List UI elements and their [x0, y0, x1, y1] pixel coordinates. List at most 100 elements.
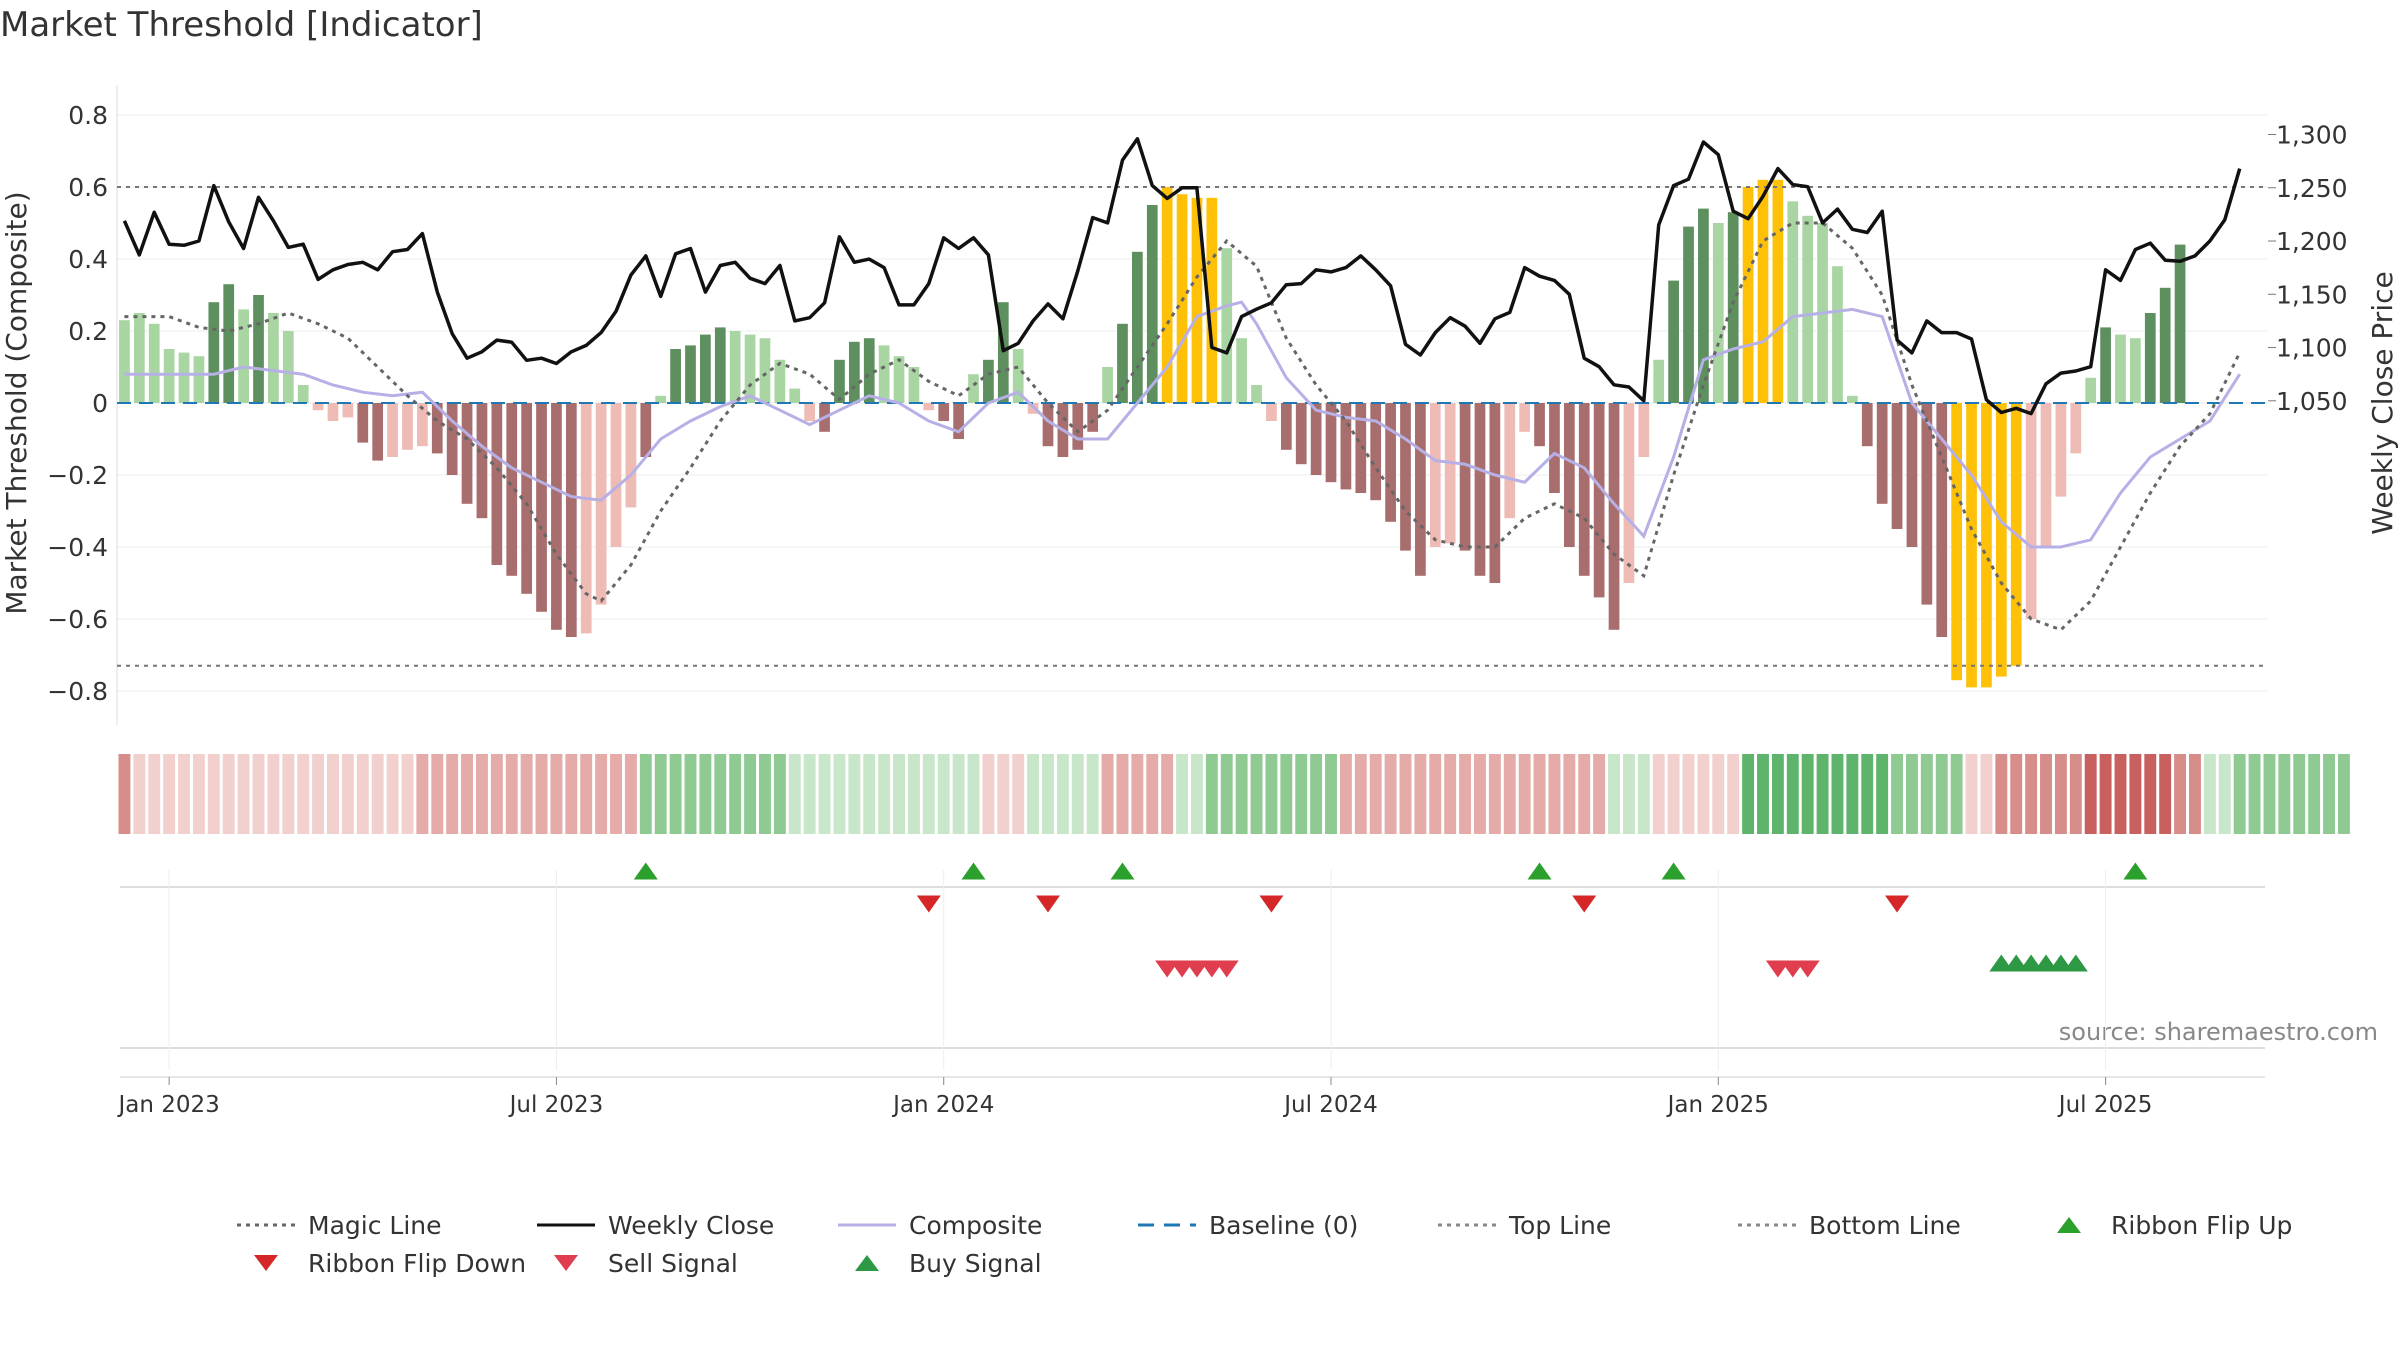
- legend-label: Magic Line: [308, 1211, 442, 1240]
- ribbon-cell: [654, 754, 667, 834]
- composite-bar: [238, 309, 249, 403]
- composite-bar: [1251, 385, 1262, 403]
- composite-bar: [1474, 403, 1486, 576]
- ribbon-cell: [848, 754, 861, 834]
- ribbon-cell: [431, 754, 444, 834]
- composite-bar: [119, 320, 130, 403]
- x-tick-label: Jul 2025: [2057, 1092, 2153, 1118]
- composite-bar: [1698, 208, 1709, 403]
- ribbon-cell: [878, 754, 891, 834]
- ribbon-cell: [788, 754, 801, 834]
- ribbon-cell: [1012, 754, 1025, 834]
- composite-bar: [953, 403, 964, 439]
- ribbon-cell: [1444, 754, 1457, 834]
- ribbon-flip-up-marker: [1661, 862, 1686, 880]
- ribbon-cell: [1459, 754, 1472, 834]
- composite-bar: [2055, 403, 2067, 497]
- ribbon-cell: [1354, 754, 1367, 834]
- ribbon-cell: [1250, 754, 1263, 834]
- ribbon-cell: [729, 754, 742, 834]
- ribbon-cell: [1205, 754, 1218, 834]
- composite-bar: [1206, 197, 1218, 403]
- ribbon-cell: [1757, 754, 1769, 834]
- composite-bar: [1355, 403, 1367, 493]
- composite-bar: [1400, 403, 1411, 551]
- ribbon-cell: [1116, 754, 1129, 834]
- composite-bar: [1683, 226, 1694, 403]
- ribbon-cell: [1325, 754, 1337, 834]
- composite-bar: [1534, 403, 1545, 447]
- composite-bar: [1653, 359, 1665, 403]
- ribbon-cell: [2025, 754, 2038, 834]
- y2-axis-label: Weekly Close Price: [2366, 271, 2399, 534]
- ribbon-cell: [1295, 754, 1308, 834]
- composite-bar: [878, 345, 890, 403]
- composite-bar: [1191, 197, 1203, 403]
- ribbon-cell: [1086, 754, 1099, 834]
- ribbon-flip-down-marker: [1885, 895, 1910, 913]
- ribbon-cell: [907, 754, 920, 834]
- ribbon-cell: [2323, 754, 2335, 834]
- ribbon-cell: [1533, 754, 1546, 834]
- composite-bar: [193, 356, 205, 403]
- ribbon-cell: [997, 754, 1010, 834]
- ribbon-cell: [1056, 754, 1069, 834]
- composite-bar: [2159, 287, 2171, 403]
- composite-bar: [282, 331, 294, 403]
- ribbon-cell: [1727, 754, 1740, 834]
- composite-bar: [700, 334, 711, 403]
- ribbon-cell: [2203, 754, 2216, 834]
- composite-bar: [1832, 266, 1843, 403]
- ribbon-cell: [610, 754, 622, 834]
- ribbon-cell: [1593, 754, 1606, 834]
- composite-bar: [1325, 403, 1337, 483]
- legend-label: Top Line: [1508, 1211, 1611, 1240]
- composite-bar: [253, 295, 264, 403]
- ribbon-cell: [1935, 754, 1948, 834]
- ribbon-cell: [1712, 754, 1725, 834]
- ribbon-cell: [1488, 754, 1501, 834]
- ribbon-cell: [565, 754, 578, 834]
- ribbon-cell: [1146, 754, 1159, 834]
- composite-bar: [595, 403, 607, 605]
- composite-bar: [372, 403, 384, 461]
- ribbon-cell: [982, 754, 995, 834]
- legend: Magic Line Weekly Close Composite Baseline …: [237, 1211, 2292, 1278]
- ribbon-cell: [1071, 754, 1084, 834]
- composite-bar: [1012, 349, 1024, 403]
- ribbon-cell: [1920, 754, 1933, 834]
- x-tick-label: Jul 2024: [1282, 1092, 1378, 1118]
- composite-bar: [1429, 403, 1441, 547]
- composite-bar: [938, 403, 950, 421]
- ribbon-cell: [1339, 754, 1352, 834]
- ribbon-cell: [1771, 754, 1784, 834]
- composite-bar: [1042, 403, 1054, 447]
- ribbon-cell: [1622, 754, 1635, 834]
- composite-bar: [446, 403, 458, 475]
- composite-bar: [1861, 403, 1873, 447]
- ribbon-cell: [371, 754, 384, 834]
- composite-bar: [983, 359, 994, 403]
- composite-bar: [893, 356, 905, 403]
- ribbon-flip-down-marker: [1572, 895, 1597, 913]
- composite-bar: [908, 367, 920, 403]
- ribbon-cell: [356, 754, 369, 834]
- ribbon-flip-up-marker: [1110, 862, 1135, 880]
- composite-bar: [759, 338, 771, 403]
- composite-bar: [2130, 338, 2141, 403]
- ribbon-cell: [2040, 754, 2052, 834]
- y-tick-label: 0.2: [68, 317, 108, 346]
- ribbon-cell: [639, 754, 652, 834]
- source-credit: source: sharemaestro.com: [2059, 1018, 2378, 1046]
- composite-bar: [297, 385, 309, 403]
- composite-bar: [834, 359, 845, 403]
- composite-bar: [312, 403, 324, 411]
- composite-bar: [744, 334, 756, 403]
- composite-bar: [1489, 403, 1501, 583]
- ribbon-cell: [714, 754, 727, 834]
- ribbon-cell: [386, 754, 399, 834]
- ribbon-cell: [2174, 754, 2187, 834]
- composite-bar: [1921, 403, 1933, 605]
- ribbon-cell: [267, 754, 280, 834]
- buy-signal-marker: [2063, 954, 2088, 972]
